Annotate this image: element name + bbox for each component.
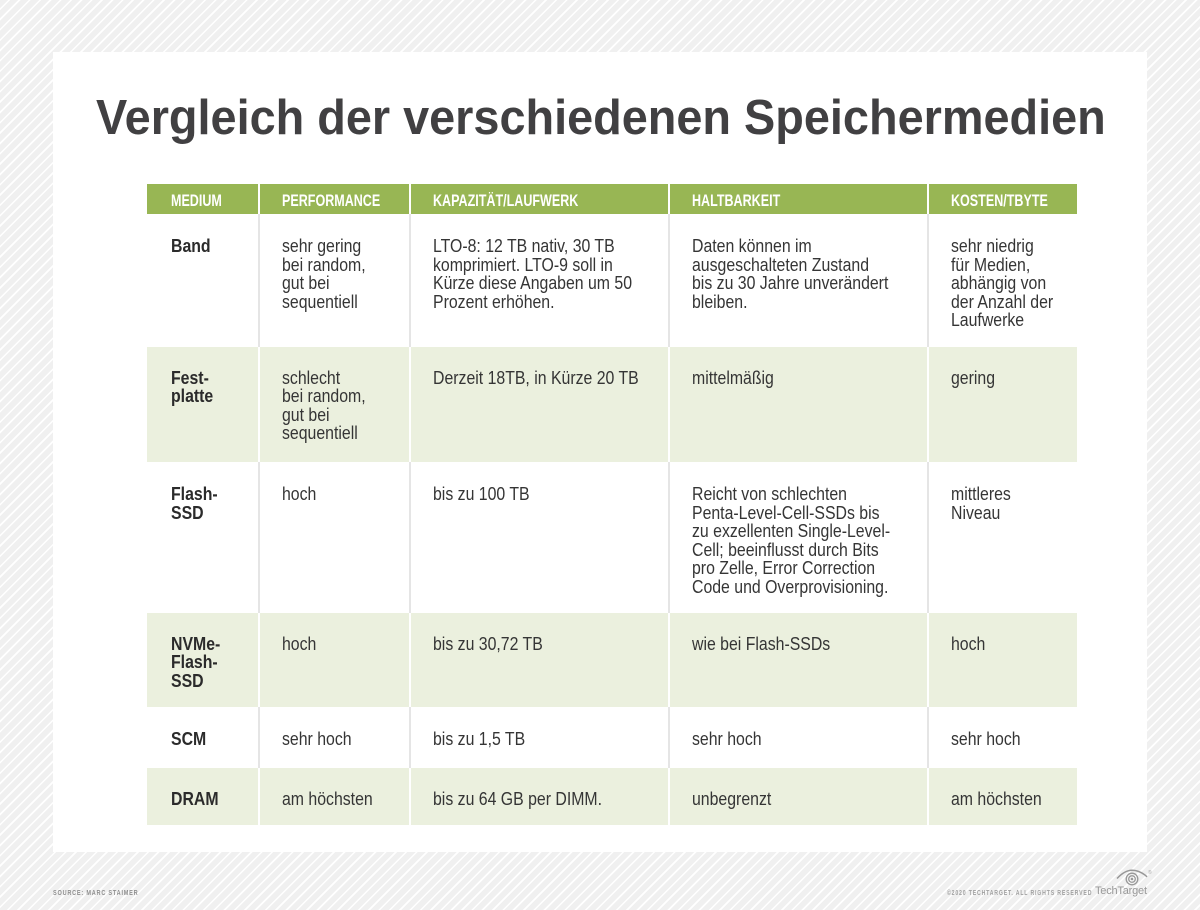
svg-text:®: ® — [1148, 869, 1152, 876]
